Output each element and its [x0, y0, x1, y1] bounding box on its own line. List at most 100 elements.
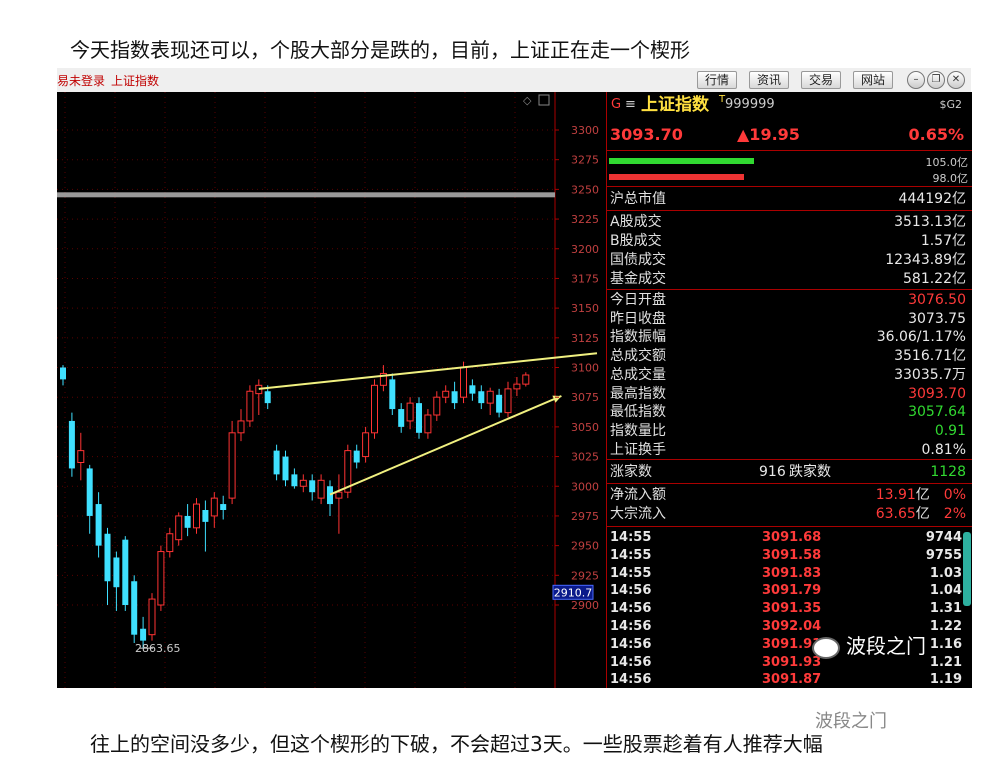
- quotes-button[interactable]: 行情: [697, 71, 738, 89]
- tick-price: 3091.93: [762, 654, 822, 670]
- close-icon[interactable]: ✕: [947, 71, 965, 89]
- tick-price: 3091.91: [762, 636, 822, 652]
- y-tick-label: 2900: [571, 599, 599, 612]
- minimize-icon[interactable]: –: [907, 71, 925, 89]
- trend-arrow: [552, 395, 562, 403]
- volume-row: 基金成交 581.22亿: [607, 270, 968, 288]
- tick-row: 14:55 3091.83 1.03: [607, 565, 968, 583]
- tick-row: 14:56 3091.93 1.21: [607, 654, 968, 672]
- candle: [95, 492, 102, 558]
- candle: [202, 500, 209, 552]
- tick-price: 3091.79: [762, 583, 822, 599]
- tick-price: 3091.83: [762, 565, 822, 581]
- login-status[interactable]: 易未登录: [57, 74, 106, 88]
- up-volume-bar: [609, 158, 754, 164]
- down-volume-bar: [609, 174, 744, 180]
- candle: [237, 409, 245, 442]
- tick-price: 3091.58: [762, 547, 822, 563]
- restore-icon[interactable]: ❐: [927, 71, 945, 89]
- candle: [184, 504, 191, 537]
- stat-value: 3516.71亿: [894, 348, 966, 365]
- volume-value: 1.57亿: [920, 233, 966, 249]
- candle: [193, 498, 200, 534]
- caption-bottom: 往上的空间没多少，但这个楔形的下破，不会超过3天。一些股票趁着有人推荐大幅: [90, 732, 823, 756]
- kline-chart[interactable]: 3300 3275 3250 3225 3200 3175 3150 3125 3100 3075…: [57, 92, 605, 688]
- tick-time: 14:55: [610, 565, 652, 581]
- stat-label: 最高指数: [610, 385, 666, 402]
- tick-price: 3092.04: [762, 619, 822, 634]
- volume-label: 国债成交: [610, 252, 666, 268]
- candle: [406, 397, 414, 430]
- diamond-icon: ◇: [523, 94, 532, 107]
- down-volume-value: 98.0亿: [932, 172, 969, 185]
- stat-value: 36.06/1.17%: [876, 329, 966, 346]
- candle: [60, 365, 66, 386]
- stat-label: 最低指数: [610, 404, 666, 421]
- stat-label: 总成交额: [610, 348, 666, 365]
- stat-row: 最高指数 3093.70: [607, 385, 968, 403]
- volume-label: 基金成交: [610, 271, 666, 287]
- candle: [344, 444, 352, 499]
- flow-label: 净流入额: [610, 487, 666, 503]
- candle: [77, 432, 85, 481]
- stat-row: 最低指数 3057.64: [607, 403, 968, 421]
- tick-row: 14:55 3091.68 9744: [607, 529, 968, 547]
- y-tick-label: 3100: [571, 362, 599, 375]
- stat-label: 上证换手: [610, 441, 666, 458]
- candle: [416, 397, 422, 439]
- low-marker-label: 2863.65: [135, 642, 181, 655]
- stat-label: 今日开盘: [610, 292, 666, 308]
- stat-row: 昨日收盘 3073.75: [607, 310, 968, 328]
- candle: [522, 372, 530, 387]
- news-button[interactable]: 资讯: [749, 71, 790, 89]
- trade-button[interactable]: 交易: [801, 71, 842, 89]
- volume-label: A股成交: [610, 214, 662, 230]
- g-icon[interactable]: G: [611, 97, 622, 112]
- panel-index-name: 上证指数: [641, 95, 709, 115]
- tick-time: 14:56: [610, 619, 652, 634]
- y-tick-label: 3050: [571, 421, 599, 434]
- candle: [220, 495, 227, 520]
- stat-row: 总成交量 33035.7万: [607, 366, 968, 384]
- volume-row: B股成交 1.57亿: [607, 232, 968, 250]
- low-marker: 2863.65: [135, 642, 181, 655]
- candle: [371, 379, 378, 439]
- tick-volume: 1.31: [929, 601, 962, 617]
- crosshair-value: 2910.7: [554, 586, 593, 599]
- y-tick-label: 3000: [571, 480, 599, 493]
- y-tick-label: 3025: [571, 451, 599, 464]
- y-tick-label: 2975: [571, 510, 599, 523]
- volume-value: 12343.89亿: [885, 252, 966, 268]
- y-axis: 3300 3275 3250 3225 3200 3175 3150 3125 3100 3075…: [555, 124, 599, 612]
- panel-flag: $G2: [939, 98, 962, 111]
- square-icon: [538, 94, 550, 106]
- y-tick-label: 2950: [571, 540, 599, 553]
- caption-top: 今天指数表现还可以，个股大部分是跌的，目前，上证正在走一个楔形: [70, 38, 690, 62]
- volume-value: 581.22亿: [903, 271, 966, 287]
- stat-row: 指数振幅 36.06/1.17%: [607, 328, 968, 346]
- tick-time: 14:55: [610, 530, 652, 545]
- candle: [282, 450, 289, 487]
- market-cap-row: 沪总市值 444192亿: [610, 191, 966, 207]
- crosshair-label: 2910.7: [552, 584, 594, 600]
- wechat-icon: [812, 636, 840, 659]
- tick-volume: 1.19: [929, 672, 962, 688]
- tick-time: 14:56: [610, 583, 652, 599]
- quote-panel: G ≡ 上证指数 T 999999 $G2 3093.70 ▲19.95 0.6…: [606, 92, 972, 688]
- candles: [60, 361, 530, 649]
- menu-icon[interactable]: ≡: [625, 97, 636, 112]
- tick-row: 14:56 3091.35 1.31: [607, 600, 968, 618]
- tick-volume: 1.04: [929, 583, 962, 599]
- panel-code: 999999: [725, 97, 775, 112]
- candle: [513, 377, 521, 396]
- candle: [122, 536, 129, 611]
- candle: [210, 492, 218, 528]
- flow-label: 大宗流入: [610, 506, 666, 522]
- candle: [442, 385, 450, 404]
- candle: [362, 426, 370, 463]
- stat-value: 33035.7万: [894, 366, 966, 383]
- website-button[interactable]: 网站: [853, 71, 894, 89]
- tick-scrollbar[interactable]: [963, 532, 971, 606]
- y-tick-label: 3075: [571, 391, 599, 404]
- stat-row: 总成交额 3516.71亿: [607, 347, 968, 365]
